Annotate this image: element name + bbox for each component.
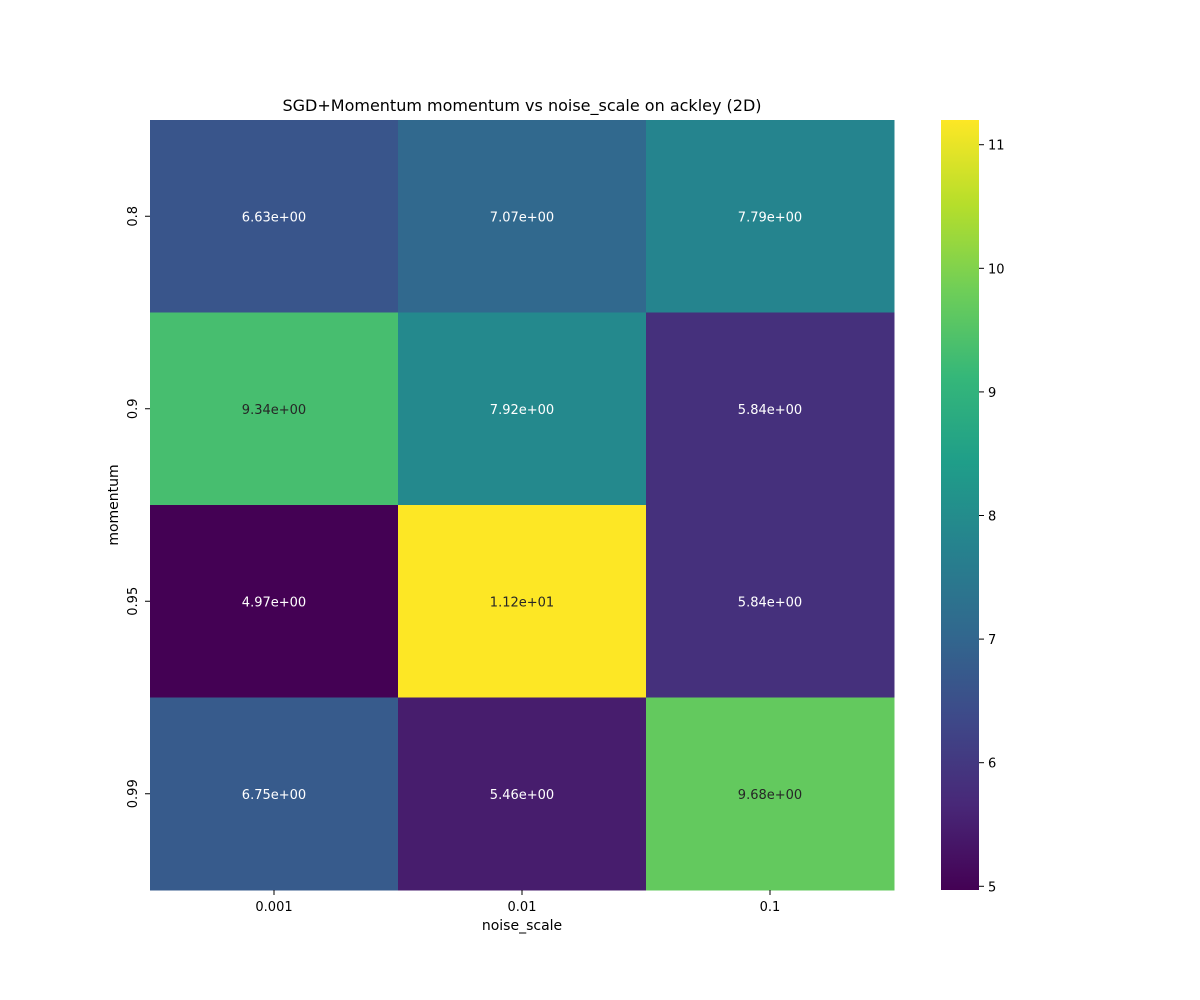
colorbar-tick-label: 10 (988, 262, 1005, 277)
heatmap-cell (646, 312, 895, 506)
cell-annotation: 7.07e+00 (490, 210, 554, 225)
cell-annotation: 5.46e+00 (490, 788, 554, 803)
heatmap-cell (150, 120, 399, 313)
y-tick-label: 0.99 (126, 779, 141, 808)
cell-annotation: 9.34e+00 (242, 403, 306, 418)
heatmap-cell (398, 312, 647, 506)
cell-annotation: 6.63e+00 (242, 210, 306, 225)
colorbar-tick-label: 8 (988, 510, 996, 525)
heatmap-cell (398, 120, 647, 313)
colorbar-tick-label: 5 (988, 880, 996, 895)
cell-annotation: 5.84e+00 (738, 595, 802, 610)
cell-annotation: 6.75e+00 (242, 788, 306, 803)
y-axis-label: momentum (106, 464, 122, 545)
heatmap-cell (398, 697, 647, 891)
cell-annotation: 1.12e+01 (490, 595, 554, 610)
heatmap-cell (646, 697, 895, 891)
heatmap-cell (150, 505, 399, 698)
cell-annotation: 9.68e+00 (738, 788, 802, 803)
heatmap-cell (646, 120, 895, 313)
colorbar (941, 120, 979, 890)
y-tick-label: 0.95 (126, 587, 141, 616)
x-axis: 0.001 0.01 0.1 (255, 890, 780, 915)
y-tick-label: 0.9 (126, 398, 141, 419)
x-axis-label: noise_scale (482, 918, 562, 934)
cell-annotation: 4.97e+00 (242, 595, 306, 610)
x-tick-label: 0.001 (255, 900, 292, 915)
heatmap-cell (646, 505, 895, 698)
colorbar-tick-label: 9 (988, 386, 996, 401)
y-axis: 0.8 0.9 0.95 0.99 (126, 206, 150, 808)
colorbar-tick-label: 11 (988, 139, 1005, 154)
x-tick-label: 0.01 (508, 900, 537, 915)
heatmap-cells: 6.63e+00 7.07e+00 7.79e+00 9.34e+00 7.92e+00… (150, 120, 895, 891)
colorbar-axis: 5 6 7 8 9 10 11 (979, 139, 1005, 895)
y-tick-label: 0.8 (126, 206, 141, 227)
colorbar-tick-label: 6 (988, 757, 996, 772)
chart-title: SGD+Momentum momentum vs noise_scale on … (282, 96, 761, 116)
cell-annotation: 7.92e+00 (490, 403, 554, 418)
heatmap-cell (398, 505, 647, 698)
heatmap-cell (150, 312, 399, 506)
cell-annotation: 5.84e+00 (738, 403, 802, 418)
heatmap-cell (150, 697, 399, 891)
cell-annotation: 7.79e+00 (738, 210, 802, 225)
x-tick-label: 0.1 (760, 900, 781, 915)
colorbar-tick-label: 7 (988, 633, 996, 648)
